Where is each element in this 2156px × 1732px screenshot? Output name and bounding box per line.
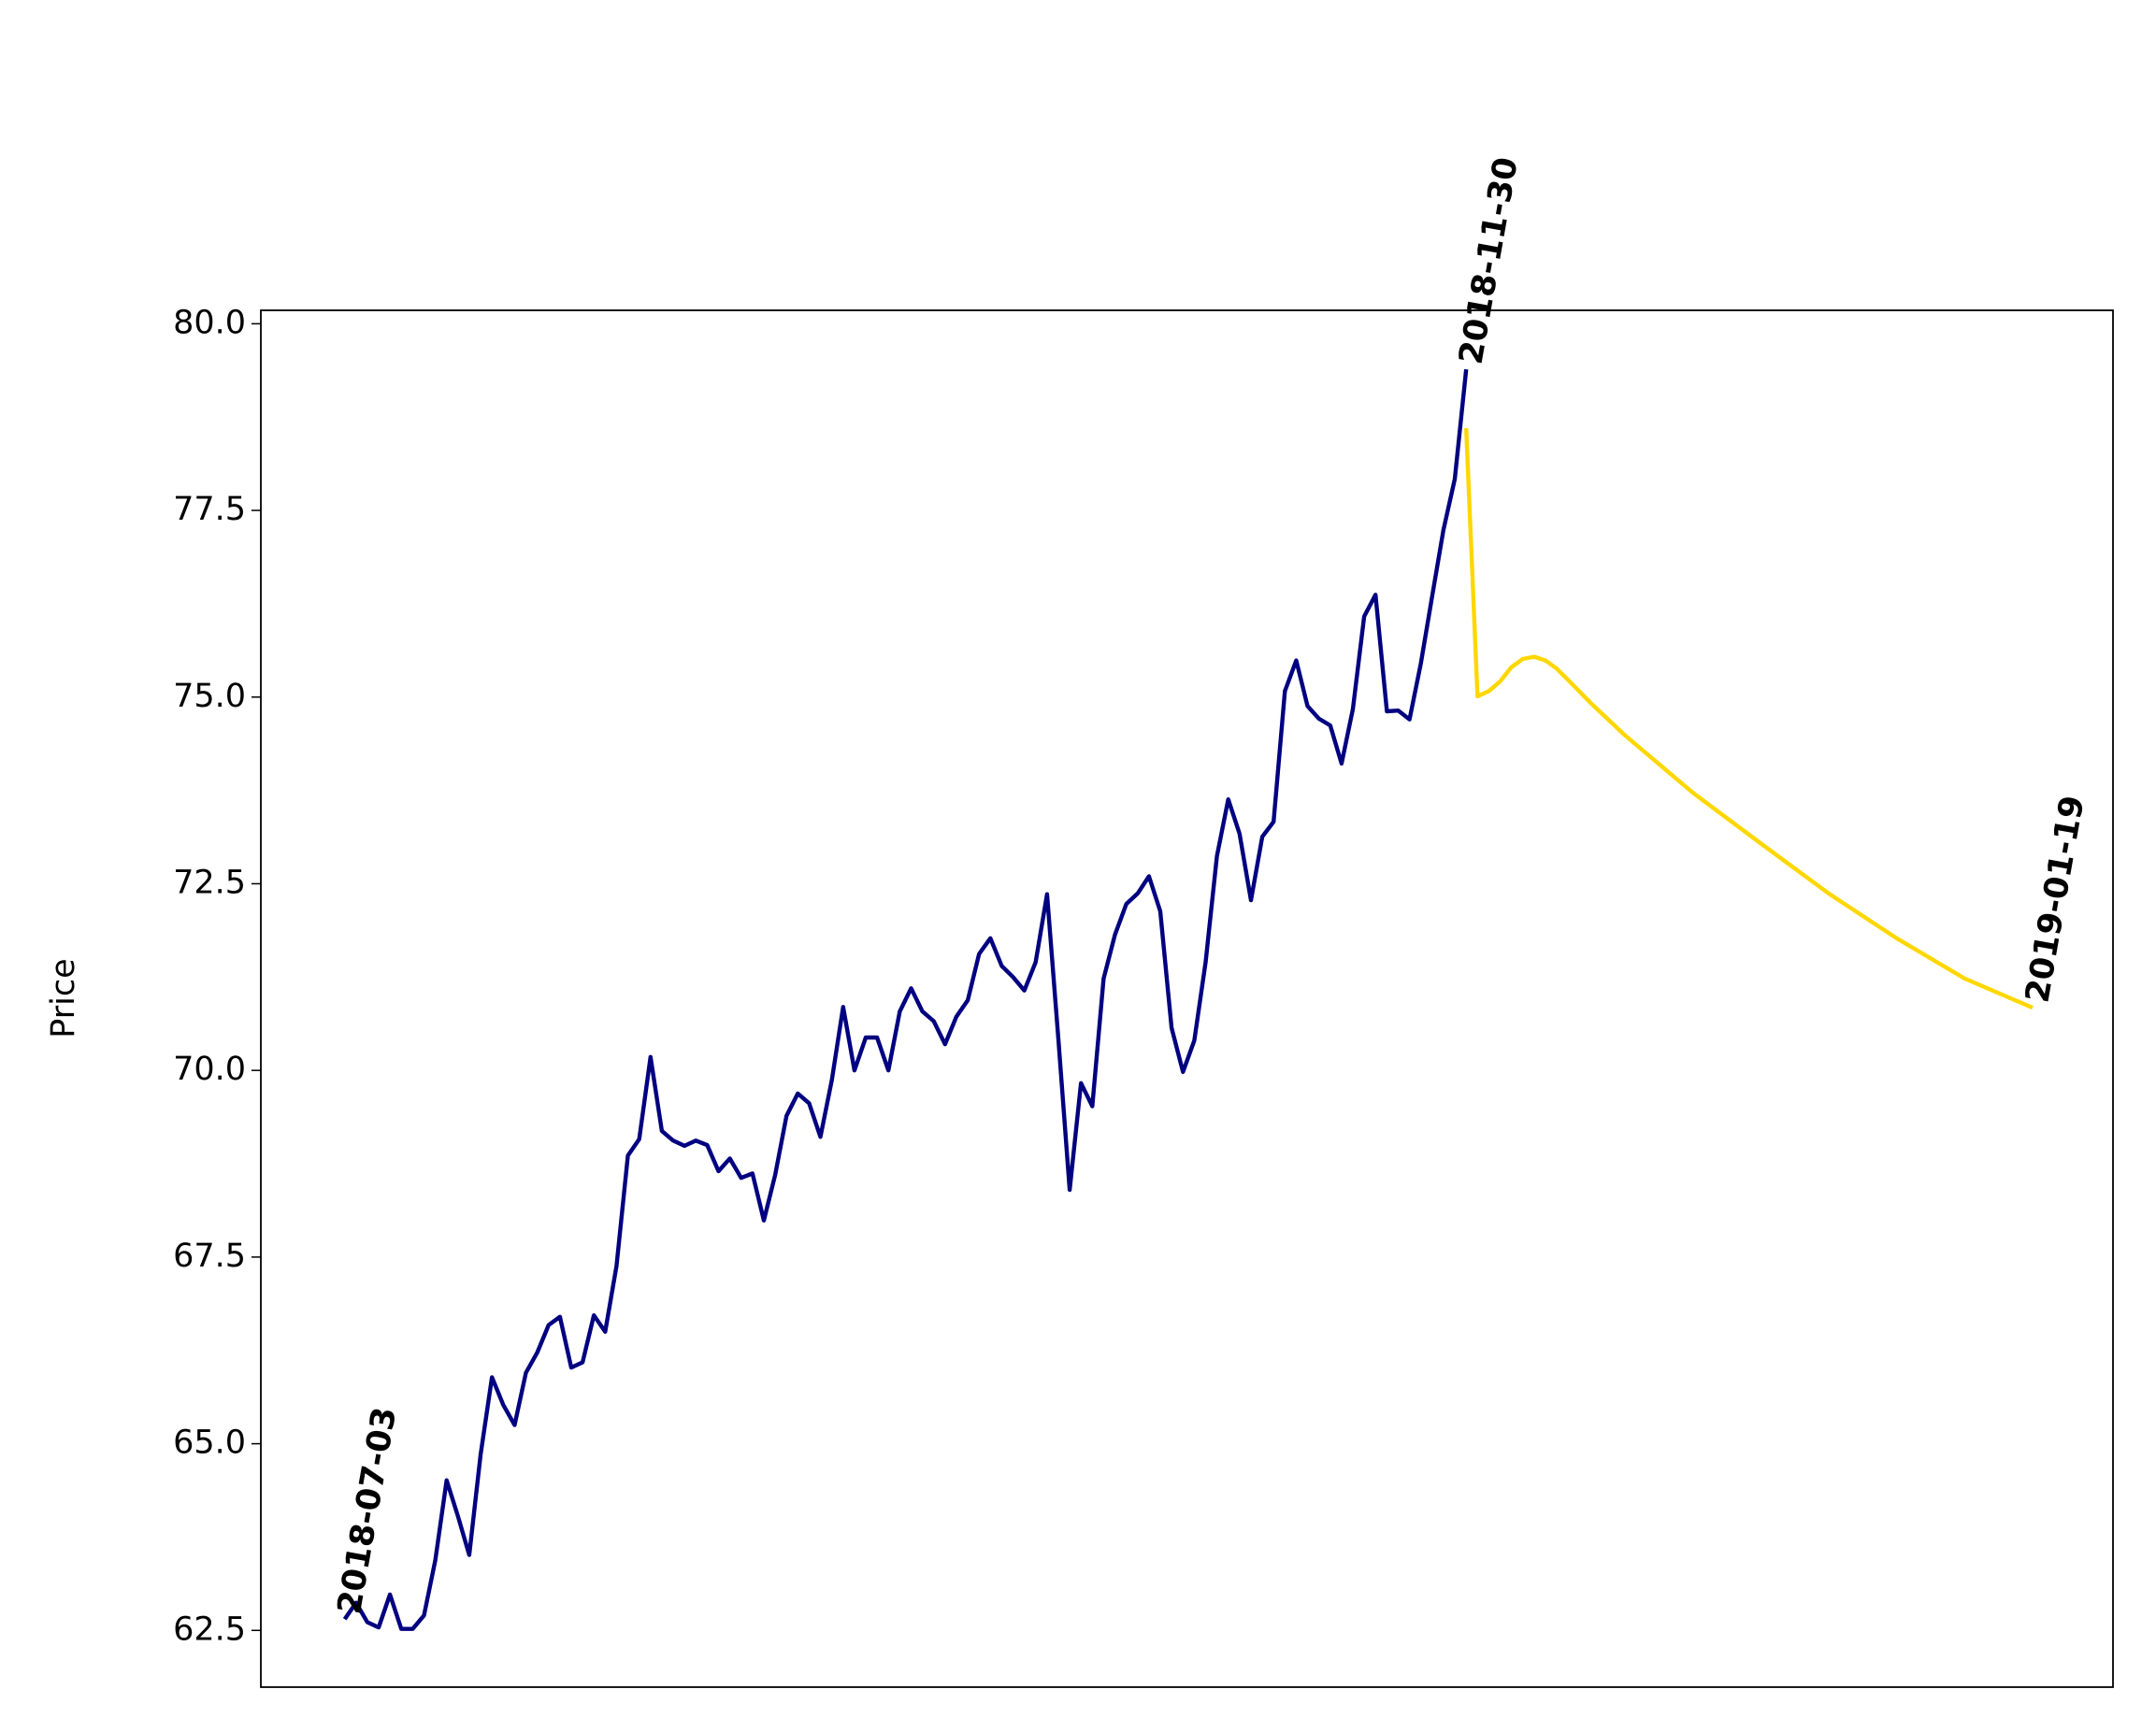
- line: [1464, 428, 2034, 1010]
- plot-frame: [260, 309, 2114, 1688]
- y-tick-label: 65.0: [173, 1424, 246, 1462]
- y-tick-label: 67.5: [173, 1238, 246, 1275]
- y-tick-label: 72.5: [173, 864, 246, 901]
- line: [342, 368, 1469, 1631]
- y-tick-label: 70.0: [173, 1051, 246, 1088]
- y-tick-label: 75.0: [173, 678, 246, 715]
- y-tick-label: 62.5: [173, 1610, 246, 1648]
- y-tick-label: 80.0: [173, 304, 246, 341]
- y-axis-label: Price: [45, 958, 82, 1038]
- y-tick-label: 77.5: [173, 491, 246, 528]
